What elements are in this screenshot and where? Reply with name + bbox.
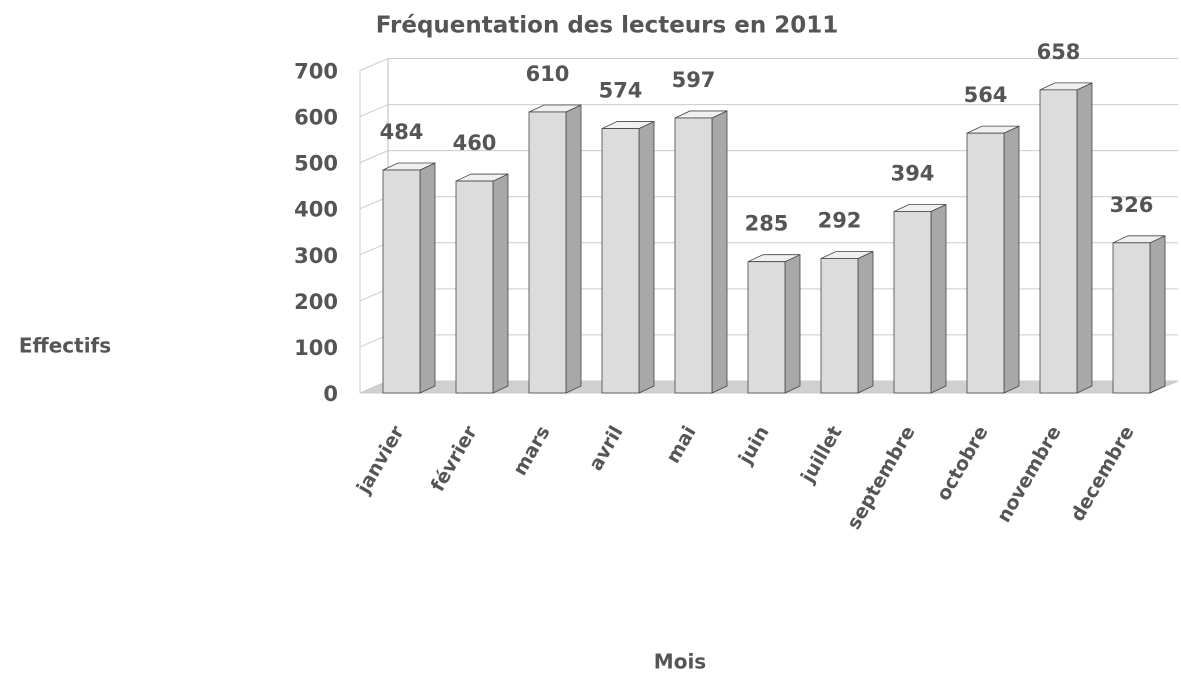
bar-side (565, 104, 582, 394)
bar-side (492, 173, 509, 394)
x-tick-label: février (427, 422, 482, 496)
y-tick-label: 400 (294, 198, 338, 222)
bar-group (1112, 235, 1166, 394)
side-grid-line (359, 58, 389, 71)
bar-group (966, 125, 1020, 394)
y-tick-label: 0 (323, 382, 338, 406)
x-tick-label: octobre (932, 422, 992, 504)
y-tick-label: 700 (294, 60, 338, 84)
chart-title: Fréquentation des lecteurs en 2011 (376, 13, 838, 39)
value-label: 394 (891, 161, 935, 185)
bar-group (1039, 82, 1093, 394)
value-label: 292 (818, 208, 862, 232)
bar (893, 211, 932, 394)
bar-group (382, 162, 436, 394)
bar-group (747, 254, 801, 394)
bar-side (638, 120, 655, 394)
value-label: 658 (1037, 40, 1081, 64)
bar-group (455, 173, 509, 394)
y-tick-label: 100 (294, 336, 338, 360)
bar (966, 132, 1005, 394)
bar-side (784, 254, 801, 394)
bar (820, 258, 859, 394)
value-label: 574 (599, 79, 643, 103)
value-label: 285 (745, 212, 789, 236)
bar (1112, 242, 1151, 394)
x-tick-label: decembre (1066, 422, 1138, 525)
value-label: 484 (380, 120, 424, 144)
x-tick-label: juillet (796, 422, 846, 487)
x-tick-label: janvier (352, 422, 409, 499)
x-tick-label: mai (662, 422, 701, 467)
bar-side (1003, 125, 1020, 394)
bar-group (528, 104, 582, 394)
side-grid-line (359, 104, 389, 118)
bar-side (419, 162, 436, 394)
y-tick-label: 600 (294, 106, 338, 130)
bar (674, 117, 713, 394)
x-tick-label: septembre (843, 422, 920, 533)
bar-side (930, 203, 947, 394)
value-label: 564 (964, 83, 1008, 107)
bar (601, 128, 640, 394)
bar-group (674, 110, 728, 394)
x-tick-label: avril (585, 422, 628, 474)
bar-side (1149, 235, 1166, 394)
y-tick-label: 300 (294, 244, 338, 268)
x-tick-label: juin (734, 422, 774, 469)
y-tick-label: 500 (294, 152, 338, 176)
value-label: 326 (1110, 193, 1154, 217)
x-tick-label: novembre (993, 422, 1066, 526)
bar-group (601, 120, 655, 394)
bar (382, 169, 421, 394)
bar-group (820, 250, 874, 394)
value-label: 460 (453, 131, 497, 155)
y-tick-label: 200 (294, 290, 338, 314)
value-label: 610 (526, 62, 570, 86)
bar (528, 111, 567, 394)
side-grid-line (359, 150, 389, 164)
bar (1039, 89, 1078, 394)
x-tick-label: mars (509, 422, 555, 479)
bar-side (857, 250, 874, 394)
bar-side (1076, 82, 1093, 394)
bar (747, 261, 786, 394)
bar (455, 180, 494, 394)
bar-side (711, 110, 728, 394)
bar-group (893, 203, 947, 394)
y-axis-label: Effectifs (19, 334, 111, 358)
value-label: 597 (672, 68, 716, 92)
x-axis-label: Mois (654, 650, 706, 673)
